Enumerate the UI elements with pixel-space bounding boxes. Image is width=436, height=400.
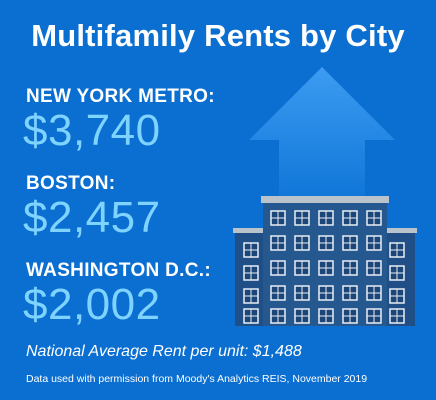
apartment-building-icon: [233, 196, 417, 326]
rent-value-boston: $2,457: [23, 193, 161, 242]
page-title: Multifamily Rents by City: [31, 18, 405, 53]
building-illustration: [233, 67, 417, 326]
city-name-boston: BOSTON:: [26, 173, 116, 194]
up-arrow-icon: [249, 67, 395, 205]
rent-value-new-york: $3,740: [23, 106, 161, 155]
city-name-washington: WASHINGTON D.C.:: [26, 260, 211, 281]
rent-value-washington: $2,002: [23, 280, 161, 329]
city-name-new-york: NEW YORK METRO:: [26, 86, 215, 107]
data-credit: Data used with permission from Moody's A…: [26, 373, 368, 385]
national-average: National Average Rent per unit: $1,488: [26, 343, 302, 360]
